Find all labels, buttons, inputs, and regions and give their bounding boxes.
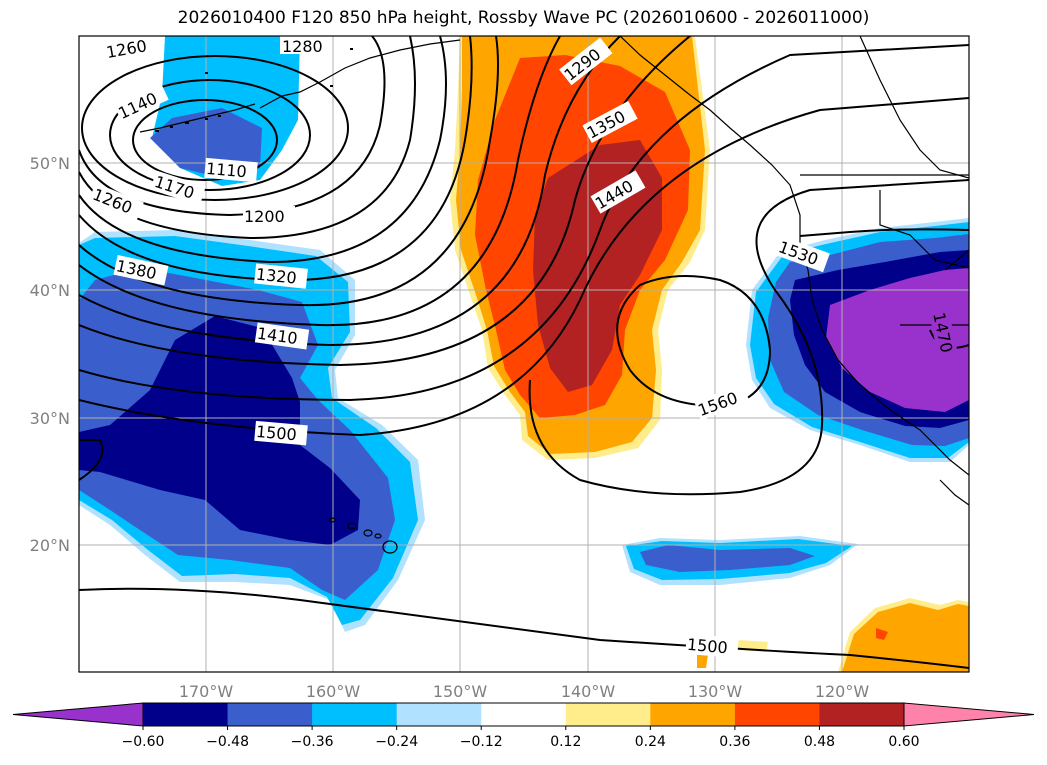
colorbar-tick-label: 0.48 <box>804 734 835 750</box>
map-plot-area: 1260 1280 1140 1110 1170 1200 1260 1320 … <box>79 36 969 672</box>
colorbar-segment <box>396 703 482 726</box>
colorbar: −0.60 −0.48 −0.36 −0.24 −0.12 0.12 0.24 0.36 0.4… <box>12 702 1035 750</box>
lon-tick-label: 140°W <box>561 682 616 701</box>
colorbar-tick-label: 0.60 <box>888 734 919 750</box>
contour-label: 1200 <box>244 207 285 226</box>
lat-tick-label: 40°N <box>30 281 70 300</box>
colorbar-segment <box>143 703 229 726</box>
colorbar-segment <box>312 703 398 726</box>
map-title: 2026010400 F120 850 hPa height, Rossby W… <box>177 8 870 28</box>
colorbar-tick-label: 0.12 <box>550 734 581 750</box>
colorbar-tick-label: −0.12 <box>460 734 503 750</box>
colorbar-tick-label: −0.24 <box>375 734 418 750</box>
lon-tick-label: 160°W <box>306 682 361 701</box>
colorbar-segment <box>481 703 567 726</box>
colorbar-tick-label: −0.48 <box>206 734 249 750</box>
coastlines <box>139 36 969 506</box>
gridlines <box>79 36 969 672</box>
colorbar-segment <box>734 703 820 726</box>
contour-label: 1280 <box>282 37 323 56</box>
colorbar-extend-low <box>12 702 144 727</box>
contour-label: 1500 <box>686 635 728 657</box>
colorbar-tick-label: −0.36 <box>291 734 334 750</box>
colorbar-frame <box>142 702 905 727</box>
longitude-labels: 170°W 160°W 150°W 140°W 130°W 120°W <box>179 682 870 701</box>
colorbar-segment <box>565 703 651 726</box>
colorbar-tick-label: 0.24 <box>635 734 666 750</box>
aleutian-islands <box>155 48 353 132</box>
lon-tick-label: 130°W <box>688 682 743 701</box>
plot-frame <box>78 35 970 673</box>
colorbar-tick-label: −0.60 <box>122 734 165 750</box>
lon-tick-label: 120°W <box>815 682 870 701</box>
contour-label: 1110 <box>205 159 247 181</box>
lat-tick-label: 30°N <box>30 409 70 428</box>
latitude-labels: 50°N 40°N 30°N 20°N <box>30 154 70 555</box>
contour-label: 1500 <box>255 422 297 444</box>
colorbar-segment <box>819 703 905 726</box>
height-contours <box>79 36 969 669</box>
lat-tick-label: 50°N <box>30 154 70 173</box>
colorbar-tick-label: 0.36 <box>719 734 750 750</box>
colorbar-segment <box>650 703 736 726</box>
hawaii-islands <box>328 517 398 554</box>
lat-tick-label: 20°N <box>30 536 70 555</box>
colorbar-segment <box>227 703 313 726</box>
lon-tick-label: 170°W <box>179 682 234 701</box>
colorbar-extend-high <box>903 702 1035 727</box>
lon-tick-label: 150°W <box>433 682 488 701</box>
contour-label: 1320 <box>255 265 297 288</box>
